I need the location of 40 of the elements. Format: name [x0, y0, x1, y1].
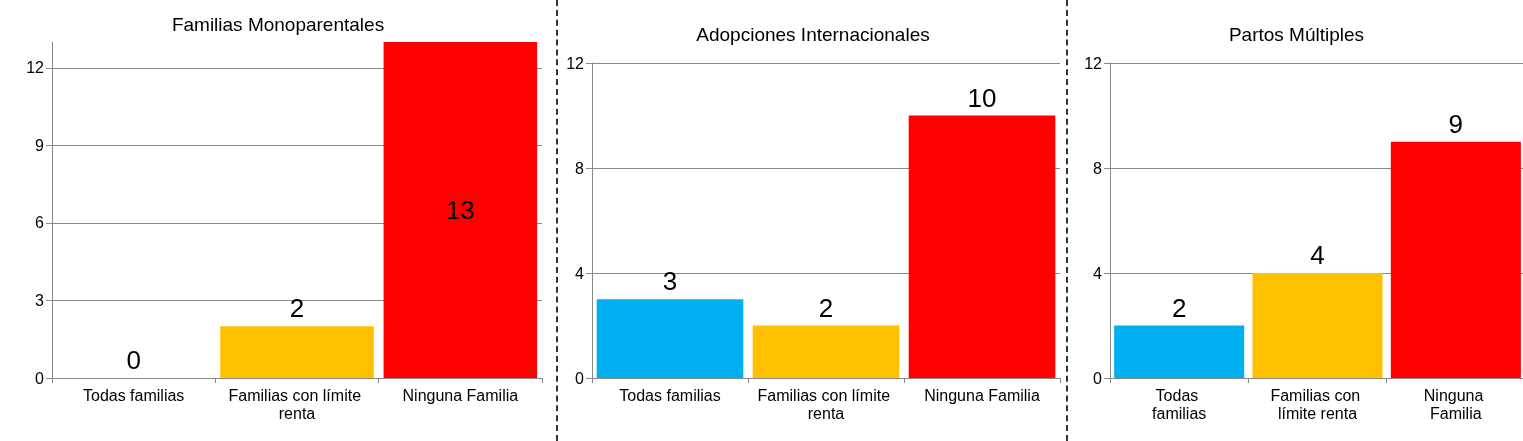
data-label: 3 [662, 266, 678, 297]
data-label: 9 [1448, 108, 1464, 139]
y-tick-label: 12 [566, 54, 585, 72]
chart-title: Familias Monoparentales [171, 14, 385, 35]
y-tick-label: 0 [1093, 369, 1103, 387]
data-label: 10 [967, 82, 997, 113]
data-label: 4 [1310, 240, 1325, 270]
bar [1390, 141, 1521, 378]
bar [596, 299, 744, 378]
x-tick-label: Familias con límite renta [228, 386, 366, 422]
chart-title: Adopciones Internacionales [696, 24, 930, 45]
y-tick-label: 9 [35, 136, 45, 154]
data-label: 2 [1171, 292, 1187, 323]
x-tick-label: Ninguna Familia [1423, 386, 1488, 422]
bar [1252, 273, 1383, 378]
data-label: 0 [126, 345, 141, 375]
bar [1114, 325, 1245, 378]
y-tick-label: 8 [575, 159, 585, 177]
y-tick-label: 3 [35, 291, 45, 309]
y-tick-label: 4 [575, 264, 585, 282]
data-label: 2 [818, 292, 834, 323]
y-tick-label: 0 [575, 369, 585, 387]
x-tick-label: Familias con límite renta [757, 386, 895, 422]
x-tick-label: Todas familias [619, 386, 721, 404]
y-tick-label: 0 [35, 369, 45, 387]
y-tick-label: 12 [26, 59, 45, 77]
x-tick-label: Ninguna Familia [924, 386, 1040, 404]
y-tick-label: 12 [1084, 54, 1103, 72]
x-tick-label: Todas familias [1152, 386, 1207, 422]
x-tick-label: Ninguna Familia [402, 386, 519, 404]
y-tick-label: 4 [1093, 264, 1103, 282]
x-tick-label: Familias con límite renta [1270, 386, 1365, 422]
y-tick-label: 8 [1093, 159, 1103, 177]
bar [908, 115, 1056, 378]
x-tick-label: Todas familias [82, 386, 185, 404]
chart-title: Partos Múltiples [1228, 24, 1365, 45]
data-label: 2 [289, 293, 305, 324]
data-label: 13 [445, 195, 475, 225]
bar [752, 325, 900, 378]
y-tick-label: 6 [35, 214, 45, 232]
